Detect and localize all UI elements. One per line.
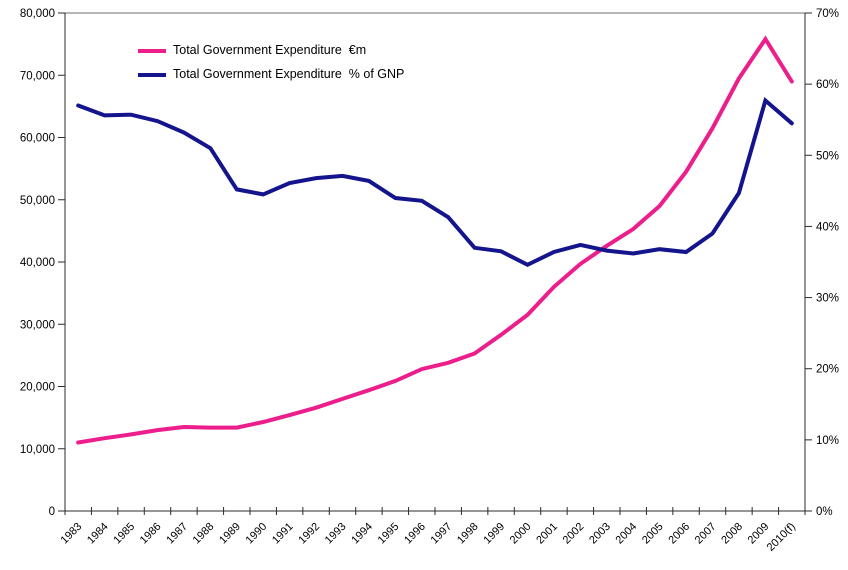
y-left-tick-label: 60,000 bbox=[20, 133, 55, 145]
x-tick-label: 1985 bbox=[111, 521, 137, 547]
x-tick-label: 1997 bbox=[429, 521, 455, 547]
y-left-tick-label: 10,000 bbox=[20, 444, 55, 456]
x-tick-label: 2007 bbox=[693, 521, 719, 547]
y-right-tick-label: 0% bbox=[816, 506, 833, 518]
x-tick-label: 1998 bbox=[455, 521, 481, 547]
x-tick-label: 1983 bbox=[59, 521, 85, 547]
legend-swatch-expenditure-eur bbox=[138, 48, 166, 53]
x-tick-label: 1987 bbox=[164, 521, 190, 547]
x-tick-label: 1995 bbox=[376, 521, 402, 547]
y-right-tick-label: 10% bbox=[816, 435, 839, 447]
x-tick-label: 1992 bbox=[296, 521, 322, 547]
x-tick-label: 1991 bbox=[270, 521, 296, 547]
x-tick-label: 2005 bbox=[640, 521, 666, 547]
legend: Total Government Expenditure €m Total Go… bbox=[138, 42, 404, 90]
x-tick-label: 1999 bbox=[481, 521, 507, 547]
x-tick-label: 2000 bbox=[508, 521, 534, 547]
x-tick-label: 1989 bbox=[217, 521, 243, 547]
legend-item-pct-gnp: Total Government Expenditure % of GNP bbox=[138, 66, 404, 83]
y-left-tick-label: 30,000 bbox=[20, 319, 55, 331]
y-left-tick-label: 0 bbox=[49, 506, 55, 518]
x-tick-label: 1984 bbox=[85, 521, 111, 547]
x-tick-label: 2003 bbox=[587, 521, 613, 547]
x-tick-label: 1988 bbox=[191, 521, 217, 547]
series-line-expenditure-eur bbox=[76, 35, 794, 445]
x-tick-label: 1996 bbox=[402, 521, 428, 547]
y-right-tick-label: 50% bbox=[816, 150, 839, 162]
y-left-tick-label: 80,000 bbox=[20, 8, 55, 20]
x-tick-label: 2008 bbox=[719, 521, 745, 547]
y-left-tick-label: 40,000 bbox=[20, 257, 55, 269]
y-right-tick-label: 30% bbox=[816, 293, 839, 305]
y-left-tick-label: 50,000 bbox=[20, 195, 55, 207]
legend-label-expenditure-eur: Total Government Expenditure €m bbox=[173, 43, 367, 57]
x-tick-label: 2004 bbox=[614, 521, 640, 547]
x-tick-label: 2010(f) bbox=[765, 521, 798, 554]
series-line-pct-gnp bbox=[76, 96, 794, 268]
x-tick-label: 2001 bbox=[534, 521, 560, 547]
y-right-tick-label: 40% bbox=[816, 221, 839, 233]
x-tick-label: 1993 bbox=[323, 521, 349, 547]
legend-label-pct-gnp: Total Government Expenditure % of GNP bbox=[173, 67, 405, 81]
x-tick-label: 1986 bbox=[138, 521, 164, 547]
x-tick-label: 2006 bbox=[666, 521, 692, 547]
x-tick-label: 1990 bbox=[244, 521, 270, 547]
y-left-tick-label: 70,000 bbox=[20, 70, 55, 82]
y-left-tick-label: 20,000 bbox=[20, 382, 55, 394]
legend-item-expenditure-eur: Total Government Expenditure €m bbox=[138, 42, 404, 59]
x-tick-label: 1994 bbox=[349, 521, 375, 547]
y-right-tick-label: 60% bbox=[816, 79, 839, 91]
legend-swatch-pct-gnp bbox=[138, 72, 166, 77]
y-right-tick-label: 70% bbox=[816, 8, 839, 20]
x-tick-label: 2002 bbox=[561, 521, 587, 547]
y-right-tick-label: 20% bbox=[816, 364, 839, 376]
